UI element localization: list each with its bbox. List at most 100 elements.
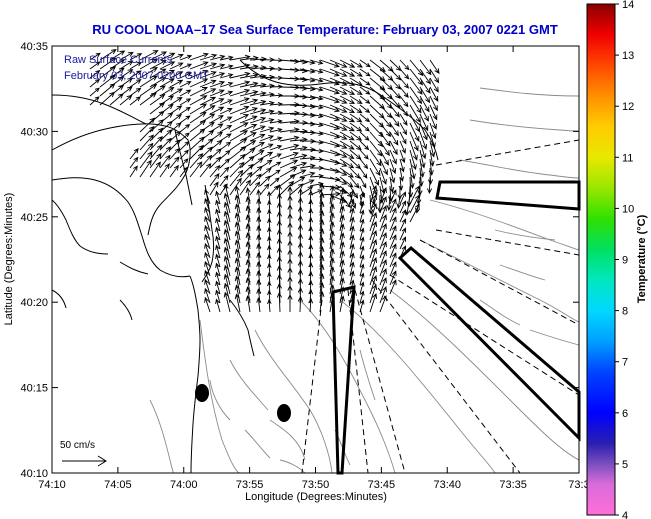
current-vector	[219, 90, 234, 97]
current-vector	[269, 145, 283, 151]
current-vector	[319, 95, 340, 104]
current-vector	[169, 147, 181, 160]
current-vector	[245, 196, 251, 214]
current-vector	[223, 246, 231, 268]
current-vector	[149, 85, 166, 97]
current-vector	[179, 132, 190, 142]
current-vector	[349, 198, 355, 214]
current-vector	[349, 149, 362, 160]
current-vector	[329, 59, 348, 68]
current-vector	[319, 183, 325, 205]
current-vector	[359, 149, 369, 160]
current-vector	[329, 104, 348, 113]
current-vector	[229, 63, 251, 70]
current-vector	[229, 130, 249, 142]
y-tick-label: 40:35	[20, 41, 48, 53]
current-vector	[219, 166, 230, 178]
current-vector	[234, 248, 241, 268]
x-axis-ticks: 74:10 74:05 74:00 73:55 73:50 73:45 73:40 73:35…	[38, 46, 590, 491]
current-vector	[389, 104, 400, 118]
current-vector	[339, 104, 356, 113]
current-vector	[249, 173, 262, 187]
current-vector	[199, 79, 217, 88]
current-vector	[169, 139, 181, 151]
current-vector	[419, 122, 428, 141]
current-vector	[329, 230, 335, 250]
current-vector	[169, 88, 184, 97]
current-vector	[379, 250, 387, 268]
current-vector	[189, 153, 204, 169]
current-vector	[319, 273, 325, 295]
current-vector	[269, 119, 283, 124]
current-vector	[179, 140, 190, 151]
current-vector	[419, 95, 430, 113]
current-vector	[419, 77, 431, 94]
current-vector	[429, 140, 436, 158]
current-vector	[199, 71, 217, 79]
current-vector	[234, 284, 241, 304]
current-vector	[339, 113, 356, 123]
current-vector	[399, 131, 407, 145]
current-vector	[399, 122, 408, 136]
current-vector	[245, 232, 251, 250]
current-vector	[189, 52, 209, 61]
current-vector	[245, 241, 251, 259]
current-vector	[359, 272, 365, 286]
current-vector	[229, 169, 244, 187]
current-vector	[149, 60, 167, 70]
current-vector	[329, 275, 335, 295]
current-vector	[245, 277, 251, 295]
current-vector	[189, 69, 209, 79]
current-vector	[389, 279, 397, 295]
current-vector	[249, 165, 263, 178]
current-vector	[199, 53, 218, 61]
current-vector	[209, 54, 226, 61]
current-vector	[209, 173, 220, 187]
current-vector	[399, 218, 407, 232]
current-vector	[89, 61, 101, 70]
current-vector	[119, 51, 134, 61]
current-vector	[379, 241, 387, 259]
current-vector	[189, 103, 208, 115]
current-vector	[229, 146, 247, 160]
current-vector	[234, 194, 241, 214]
current-vector	[219, 64, 234, 70]
current-vector	[219, 124, 233, 133]
current-vector	[369, 266, 378, 286]
current-vector	[339, 295, 345, 313]
current-vector	[349, 104, 363, 114]
current-vector	[269, 110, 283, 116]
current-vector	[379, 223, 387, 241]
current-vector	[319, 282, 325, 304]
current-vector	[279, 127, 300, 133]
current-vector	[259, 109, 275, 115]
current-vector	[189, 95, 208, 106]
current-vector	[204, 260, 211, 277]
scale-arrow: 50 cm/s	[60, 440, 107, 467]
current-vector	[223, 183, 231, 205]
current-vector	[349, 68, 363, 77]
current-vector	[159, 137, 172, 151]
current-vector	[359, 59, 371, 68]
current-vector	[199, 62, 218, 70]
radial-dashed-lines	[301, 139, 580, 474]
current-vector	[309, 122, 324, 128]
current-vector	[249, 133, 266, 142]
current-vector	[204, 296, 211, 313]
current-vector	[109, 67, 125, 79]
current-vector	[359, 158, 369, 170]
current-vector	[339, 95, 356, 104]
current-vector	[159, 61, 176, 70]
current-vector	[119, 94, 133, 106]
current-vector	[229, 97, 250, 106]
current-vector	[149, 51, 168, 61]
current-vector	[149, 152, 162, 169]
current-vector	[179, 63, 193, 70]
current-vector	[209, 156, 222, 169]
current-vector	[229, 177, 242, 196]
current-vector	[139, 151, 153, 169]
current-vector	[279, 135, 300, 142]
current-vector	[129, 53, 143, 61]
current-vector	[276, 291, 282, 313]
current-vector	[329, 113, 348, 122]
